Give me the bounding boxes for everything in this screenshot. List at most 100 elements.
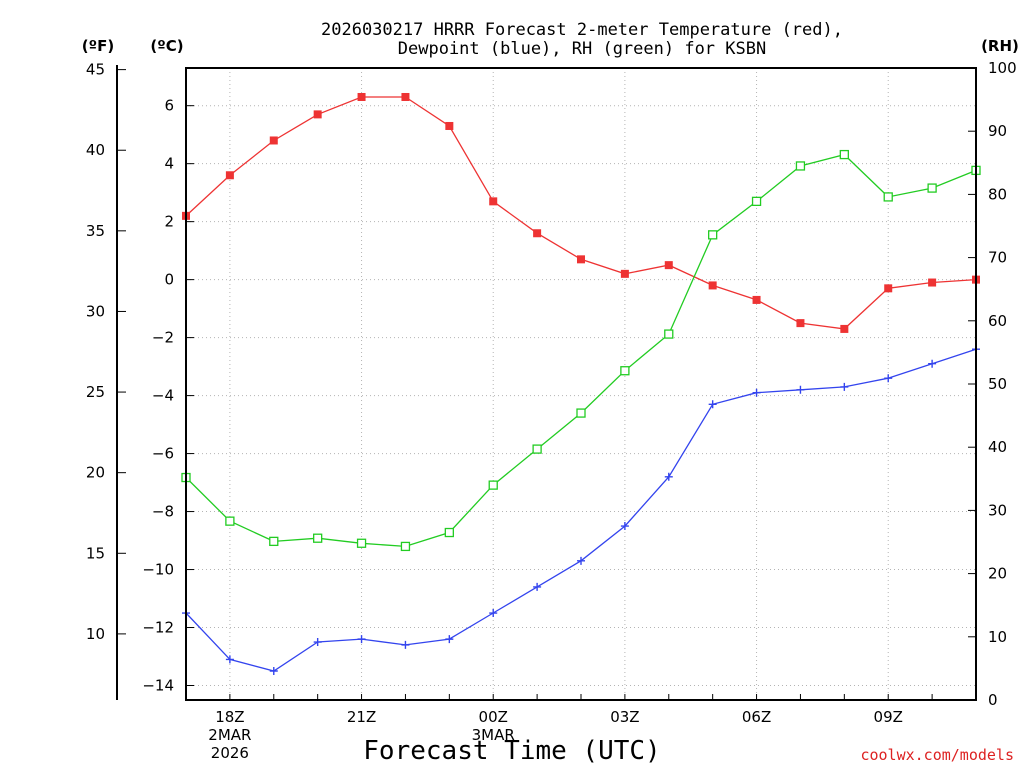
series-line-dewpoint [185, 348, 977, 672]
point-2-meter-temperature [269, 136, 278, 145]
point-2-meter-temperature [664, 261, 673, 270]
fahrenheit-tick-label: 25 [86, 383, 105, 401]
grid-lines [186, 68, 976, 700]
point-rh [839, 149, 849, 160]
point-rh [576, 408, 586, 418]
data-series [181, 92, 981, 676]
plot-frame [185, 67, 977, 701]
celsius-unit-label: (ºC) [150, 37, 183, 55]
x-tick-label: 2026 [211, 744, 249, 762]
point-rh [225, 516, 235, 526]
x-tick-label: 00Z [479, 708, 508, 726]
rh-tick-label: 100 [988, 59, 1017, 77]
credit-label: coolwx.com/models [860, 746, 1014, 764]
series-dewpoint [182, 345, 980, 676]
celsius-axis: 6 4 2 0 −2 −4 −6 −8 −10 −12 −14 [142, 97, 194, 695]
point-rh [269, 536, 279, 547]
x-axis-title: Forecast Time (UTC) [363, 736, 660, 766]
point-rh [444, 527, 454, 538]
point-rh [751, 196, 762, 207]
x-tick-label: 3MAR [472, 726, 515, 744]
x-tick-label: 18Z [215, 708, 244, 726]
point-2-meter-temperature [620, 269, 629, 278]
point-2-meter-temperature [313, 110, 322, 119]
point-rh [532, 444, 542, 454]
point-rh [664, 329, 674, 339]
point-2-meter-temperature [577, 255, 585, 264]
celsius-tick-label: −4 [152, 387, 174, 405]
point-rh [356, 538, 367, 548]
point-dewpoint [225, 655, 234, 664]
point-rh [400, 541, 411, 552]
celsius-tick-label: −14 [142, 677, 174, 695]
fahrenheit-tick-label: 10 [86, 625, 105, 643]
point-dewpoint [401, 640, 410, 649]
point-dewpoint [357, 635, 366, 644]
series-line-rh [185, 153, 977, 548]
rh-tick-label: 0 [988, 691, 998, 709]
point-2-meter-temperature [401, 92, 410, 101]
point-rh [708, 230, 718, 240]
celsius-tick-label: 2 [164, 213, 174, 231]
point-2-meter-temperature [752, 295, 761, 304]
x-tick-label: 2MAR [208, 726, 251, 744]
point-dewpoint [313, 638, 322, 647]
celsius-tick-label: −6 [152, 445, 174, 463]
x-tick-label: 06Z [742, 708, 771, 726]
point-2-meter-temperature [489, 197, 498, 206]
point-dewpoint [752, 388, 761, 397]
point-rh [795, 161, 806, 171]
fahrenheit-axis: 45 40 35 30 25 20 15 10 [86, 61, 126, 700]
point-dewpoint [489, 609, 498, 618]
x-tick-label: 21Z [347, 708, 376, 726]
point-dewpoint [796, 385, 805, 394]
point-2-meter-temperature [533, 229, 542, 238]
rh-tick-label: 10 [988, 628, 1007, 646]
point-dewpoint [708, 400, 717, 409]
point-dewpoint [620, 522, 629, 531]
celsius-tick-label: 0 [164, 271, 174, 289]
rh-unit-label: (RH) [981, 37, 1019, 55]
series-rh [181, 149, 981, 552]
point-rh [927, 183, 937, 193]
fahrenheit-tick-label: 35 [86, 222, 105, 240]
rh-tick-label: 50 [988, 375, 1007, 393]
point-dewpoint [884, 374, 893, 383]
point-dewpoint [269, 667, 278, 676]
celsius-tick-label: −10 [142, 561, 174, 579]
point-rh [883, 192, 893, 202]
point-2-meter-temperature [445, 121, 454, 130]
point-rh [488, 480, 498, 490]
rh-tick-label: 70 [988, 249, 1007, 267]
fahrenheit-tick-label: 30 [86, 302, 105, 320]
point-2-meter-temperature [357, 92, 366, 101]
point-2-meter-temperature [225, 171, 234, 180]
point-dewpoint [577, 556, 585, 565]
rh-tick-label: 40 [988, 438, 1007, 456]
x-tick-label: 09Z [874, 708, 903, 726]
point-2-meter-temperature [840, 324, 849, 333]
celsius-tick-label: 4 [164, 155, 174, 173]
point-2-meter-temperature [928, 278, 937, 287]
point-dewpoint [445, 635, 454, 644]
celsius-tick-label: −12 [142, 619, 174, 637]
chart-title-line1: 2026030217 HRRR Forecast 2-meter Tempera… [321, 20, 843, 40]
point-2-meter-temperature [796, 319, 805, 328]
point-dewpoint [664, 472, 673, 481]
rh-tick-label: 80 [988, 185, 1007, 203]
celsius-tick-label: −2 [152, 329, 174, 347]
fahrenheit-tick-label: 45 [86, 61, 105, 79]
celsius-tick-label: −8 [152, 503, 174, 521]
x-tick-label: 03Z [610, 708, 639, 726]
point-rh [313, 533, 323, 543]
celsius-tick-label: 6 [164, 97, 174, 115]
fahrenheit-tick-label: 40 [86, 141, 105, 159]
rh-tick-label: 60 [988, 312, 1007, 330]
point-dewpoint [840, 382, 849, 391]
series-line-2-meter-temperature [185, 96, 977, 330]
point-dewpoint [928, 359, 937, 368]
point-2-meter-temperature [884, 284, 893, 293]
